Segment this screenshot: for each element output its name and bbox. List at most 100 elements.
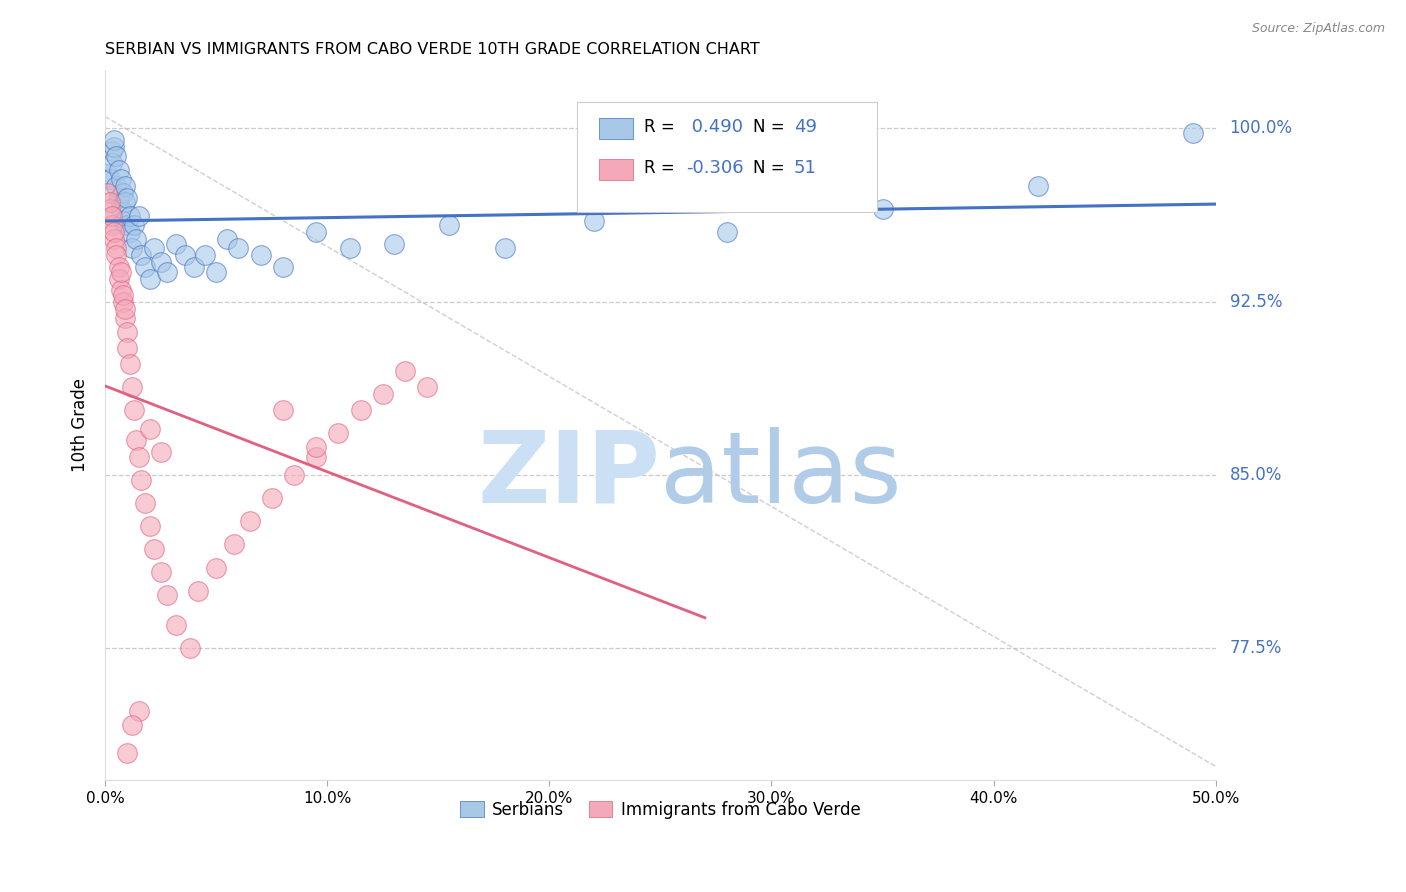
Point <box>128 450 150 464</box>
Point <box>582 213 605 227</box>
Point <box>128 704 150 718</box>
Text: SERBIAN VS IMMIGRANTS FROM CABO VERDE 10TH GRADE CORRELATION CHART: SERBIAN VS IMMIGRANTS FROM CABO VERDE 10… <box>105 42 761 57</box>
Point <box>394 364 416 378</box>
Text: 92.5%: 92.5% <box>1230 293 1282 310</box>
Point <box>494 242 516 256</box>
Point <box>110 172 132 186</box>
Point <box>382 236 405 251</box>
Point <box>101 156 124 170</box>
Legend: Serbians, Immigrants from Cabo Verde: Serbians, Immigrants from Cabo Verde <box>454 794 868 825</box>
Point <box>114 179 136 194</box>
Text: 85.0%: 85.0% <box>1230 467 1282 484</box>
Point <box>98 172 121 186</box>
Text: 49: 49 <box>794 119 817 136</box>
Point <box>103 232 125 246</box>
Point <box>222 537 245 551</box>
Point <box>187 583 209 598</box>
Y-axis label: 10th Grade: 10th Grade <box>72 378 89 473</box>
Text: -0.306: -0.306 <box>686 160 744 178</box>
Point <box>107 191 129 205</box>
Point <box>98 202 121 216</box>
Point <box>117 746 139 760</box>
Point <box>134 260 156 274</box>
Point <box>305 440 328 454</box>
Point <box>217 232 239 246</box>
Point <box>228 242 250 256</box>
Point <box>1026 179 1049 194</box>
Text: R =: R = <box>644 119 675 136</box>
Point <box>129 473 152 487</box>
Point <box>249 248 271 262</box>
Point <box>118 225 141 239</box>
Point <box>111 287 134 301</box>
Point <box>165 618 187 632</box>
Point <box>416 380 439 394</box>
Point <box>129 248 152 262</box>
Text: 77.5%: 77.5% <box>1230 640 1282 657</box>
Point <box>305 450 328 464</box>
Point <box>101 209 124 223</box>
Text: ZIP: ZIP <box>478 426 661 524</box>
Point <box>125 434 148 448</box>
Point <box>111 294 134 309</box>
Point <box>101 219 124 233</box>
Point <box>114 195 136 210</box>
Point <box>872 202 894 216</box>
Point <box>114 310 136 325</box>
Point <box>96 186 118 200</box>
Point <box>239 514 262 528</box>
Point <box>121 242 143 256</box>
Point <box>121 718 143 732</box>
FancyBboxPatch shape <box>599 159 633 180</box>
Point <box>716 225 738 239</box>
Point <box>128 209 150 223</box>
Text: 0.490: 0.490 <box>686 119 742 136</box>
Point <box>283 468 305 483</box>
Point <box>205 264 228 278</box>
Point <box>143 542 166 557</box>
Point <box>328 426 350 441</box>
Point <box>117 219 139 233</box>
Point <box>305 225 328 239</box>
Point <box>371 387 394 401</box>
Point <box>156 588 179 602</box>
Point <box>194 248 217 262</box>
Point <box>103 133 125 147</box>
Point <box>149 255 172 269</box>
Point <box>107 271 129 285</box>
Point <box>122 219 145 233</box>
Text: atlas: atlas <box>661 426 903 524</box>
Point <box>98 195 121 210</box>
Point <box>205 560 228 574</box>
Point <box>260 491 283 506</box>
Point <box>103 225 125 239</box>
Point <box>117 191 139 205</box>
Point <box>117 341 139 355</box>
Point <box>114 301 136 316</box>
Point <box>103 139 125 153</box>
Point <box>271 403 294 417</box>
Point <box>122 403 145 417</box>
Point <box>96 168 118 182</box>
Point <box>174 248 197 262</box>
Point <box>118 357 141 371</box>
Point <box>149 445 172 459</box>
Text: Source: ZipAtlas.com: Source: ZipAtlas.com <box>1251 22 1385 36</box>
Point <box>165 236 187 251</box>
Point <box>439 219 461 233</box>
Point <box>138 422 160 436</box>
Point <box>138 271 160 285</box>
Text: 100.0%: 100.0% <box>1230 120 1292 137</box>
Point <box>110 264 132 278</box>
Point <box>183 260 205 274</box>
Point <box>107 162 129 177</box>
Point <box>134 496 156 510</box>
Point <box>111 213 134 227</box>
Point <box>156 264 179 278</box>
Point <box>149 565 172 579</box>
Point <box>339 242 361 256</box>
Point <box>105 149 128 163</box>
Point <box>271 260 294 274</box>
Text: 51: 51 <box>794 160 817 178</box>
Point <box>179 641 201 656</box>
